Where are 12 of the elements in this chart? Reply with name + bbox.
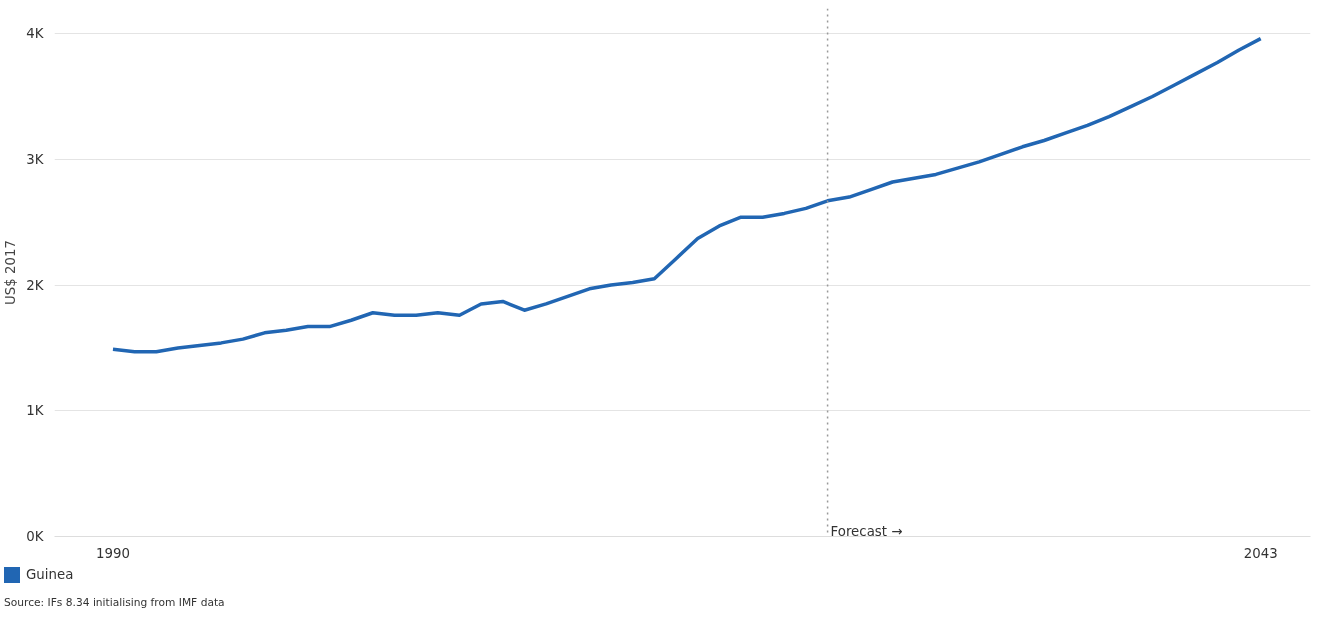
y-tick-label: 3K: [26, 151, 45, 167]
x-tick-label: 1990: [96, 545, 130, 561]
y-axis-title: US$ 2017: [3, 240, 19, 305]
y-tick-label: 0K: [26, 529, 45, 544]
legend-label: Guinea: [26, 567, 74, 583]
y-tick-label: 2K: [26, 277, 45, 293]
ref-line-label: Forecast →: [830, 523, 903, 539]
y-tick-label: 4K: [26, 26, 45, 42]
y-tick-label: 1K: [26, 403, 45, 419]
x-tick-label: 2043: [1243, 545, 1278, 561]
line-series: [111, 36, 1263, 354]
source-note: Source: IFs 8.34 initialising from IMF data: [4, 594, 225, 610]
